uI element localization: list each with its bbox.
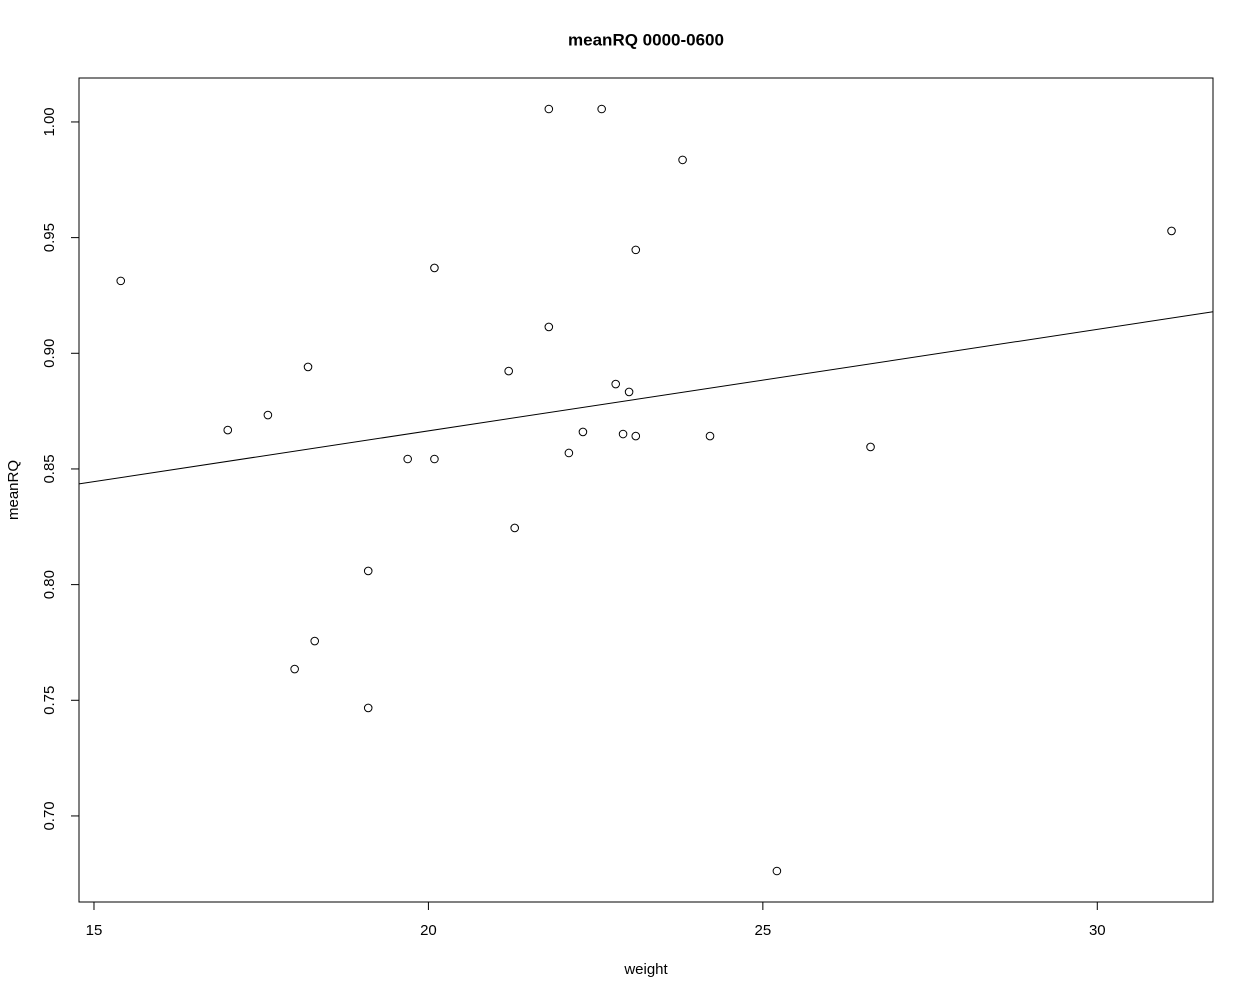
point	[310, 636, 320, 646]
point	[430, 454, 439, 464]
chart-title: meanRQ 0000-0600	[568, 30, 724, 49]
y-tick-label: 0.80	[41, 570, 58, 599]
point	[631, 431, 641, 441]
point	[772, 866, 782, 876]
point	[363, 566, 373, 576]
point	[303, 362, 313, 372]
point	[116, 276, 126, 286]
point	[223, 425, 233, 435]
point	[430, 263, 439, 273]
x-tick-label: 20	[420, 922, 437, 939]
y-tick-label: 0.75	[41, 686, 58, 715]
y-tick-label: 0.95	[41, 223, 58, 252]
point	[631, 245, 641, 255]
point	[564, 448, 574, 458]
y-tick-label: 0.85	[41, 454, 58, 483]
point	[363, 703, 373, 713]
point	[510, 523, 520, 533]
x-axis-label: weight	[623, 961, 668, 978]
point	[403, 454, 412, 464]
regression-line	[78, 311, 1214, 485]
y-tick-label: 0.70	[41, 801, 58, 830]
point	[1167, 226, 1176, 236]
point	[705, 431, 715, 441]
y-tick-label: 1.00	[41, 107, 58, 136]
point	[678, 155, 687, 165]
point	[597, 104, 606, 114]
point	[618, 429, 628, 439]
point	[263, 410, 273, 420]
point	[290, 664, 299, 674]
x-tick-label: 25	[755, 922, 772, 939]
point	[544, 322, 554, 332]
x-tick-label: 15	[86, 922, 103, 939]
point	[544, 104, 554, 114]
plot-frame	[78, 77, 1214, 903]
point	[611, 379, 621, 389]
y-tick-label: 0.90	[41, 339, 58, 368]
point	[504, 366, 513, 376]
y-axis-label: meanRQ	[5, 460, 22, 520]
point	[624, 387, 634, 397]
point	[578, 427, 588, 437]
x-tick-label: 30	[1089, 922, 1106, 939]
point	[866, 442, 875, 452]
